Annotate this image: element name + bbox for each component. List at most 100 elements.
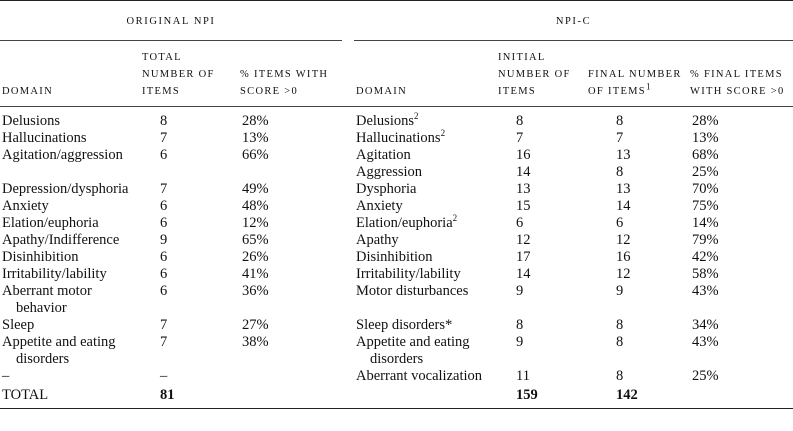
cell-text: 81 bbox=[160, 387, 175, 403]
cell-text: 9 bbox=[616, 283, 624, 299]
table: ORIGINAL NPI NPI-C DOMAIN TOTAL NUMBER OF… bbox=[0, 0, 793, 409]
table-cell: 43% bbox=[688, 334, 793, 368]
cell-text: 13 bbox=[616, 147, 631, 163]
cell-text: 12 bbox=[616, 232, 631, 248]
cell-text: 66% bbox=[242, 147, 269, 163]
cell-text: 6 bbox=[160, 215, 168, 231]
cell-content: Anxiety bbox=[2, 198, 136, 215]
table-cell: 8 bbox=[586, 107, 688, 131]
group-header: ORIGINAL NPI bbox=[0, 1, 354, 50]
table-cell: 8 bbox=[140, 107, 238, 131]
table-cell: 9 bbox=[496, 283, 586, 317]
column-header: % FINAL ITEMS WITH SCORE >0 bbox=[688, 49, 793, 107]
table-cell: 8 bbox=[586, 164, 688, 181]
table-cell: 70% bbox=[688, 181, 793, 198]
cell-text: Dysphoria bbox=[356, 181, 417, 197]
cell-text: INITIAL NUMBER OF ITEMS bbox=[498, 52, 571, 97]
table-cell: Hallucinations bbox=[0, 130, 140, 147]
table-cell: 28% bbox=[238, 107, 354, 131]
table-cell: 65% bbox=[238, 232, 354, 249]
cell-text: Aberrant vocalization bbox=[356, 368, 483, 384]
cell-text: 8 bbox=[616, 164, 624, 180]
table-head: ORIGINAL NPI NPI-C DOMAIN TOTAL NUMBER OF… bbox=[0, 1, 793, 107]
cell-text: Hallucinations bbox=[2, 130, 87, 146]
cell-text: 48% bbox=[242, 198, 269, 214]
table-cell: 48% bbox=[238, 198, 354, 215]
table-cell: 34% bbox=[688, 317, 793, 334]
table-cell: 42% bbox=[688, 249, 793, 266]
table-cell: 142 bbox=[586, 385, 688, 409]
cell-text: 79% bbox=[692, 232, 719, 248]
cell-text: – bbox=[160, 368, 168, 384]
cell-content: Depression/dysphoria bbox=[2, 181, 136, 198]
table-cell: 41% bbox=[238, 266, 354, 283]
table-row: Appetite and eating disorders 7 38% Appetit… bbox=[0, 334, 793, 368]
table-cell: 13% bbox=[688, 130, 793, 147]
table-cell: 66% bbox=[238, 147, 354, 164]
cell-text: 25% bbox=[692, 164, 719, 180]
cell-text: Delusions bbox=[2, 113, 60, 129]
table-cell: 6 bbox=[496, 215, 586, 232]
table-cell: 13 bbox=[496, 181, 586, 198]
cell-content: Aggression bbox=[356, 164, 492, 181]
cell-content: Disinhibition bbox=[2, 249, 136, 266]
table-row: Aggression 14 8 25% bbox=[0, 164, 793, 181]
cell-text: 8 bbox=[616, 368, 624, 384]
table-cell: 6 bbox=[140, 198, 238, 215]
cell-text: 13 bbox=[616, 181, 631, 197]
cell-text: 13 bbox=[516, 181, 531, 197]
cell-content: Disinhibition bbox=[356, 249, 492, 266]
cell-text: TOTAL bbox=[2, 387, 49, 403]
cell-text: 6 bbox=[160, 266, 168, 282]
cell-text: 38% bbox=[242, 334, 269, 350]
cell-text: Irritability/lability bbox=[356, 266, 461, 282]
table-cell: 8 bbox=[586, 317, 688, 334]
table-cell: 13 bbox=[586, 147, 688, 164]
cell-text: 14 bbox=[616, 198, 631, 214]
cell-text: 16 bbox=[616, 249, 631, 265]
cell-text: 12% bbox=[242, 215, 269, 231]
cell-content: Hallucinations bbox=[2, 130, 136, 147]
cell-text: 7 bbox=[516, 130, 524, 146]
table-cell bbox=[238, 368, 354, 385]
column-header: DOMAIN bbox=[354, 49, 496, 107]
table-cell: 8 bbox=[496, 107, 586, 131]
table-cell: 7 bbox=[496, 130, 586, 147]
table-cell: Dysphoria bbox=[354, 181, 496, 198]
table-cell: 9 bbox=[140, 232, 238, 249]
group-row: ORIGINAL NPI NPI-C bbox=[0, 1, 793, 50]
table-cell: Agitation bbox=[354, 147, 496, 164]
cell-content: Agitation/aggression bbox=[2, 147, 136, 164]
cell-text: 49% bbox=[242, 181, 269, 197]
table-row: Anxiety 6 48% Anxiety 15 14 75% bbox=[0, 198, 793, 215]
footnote-mark: 2 bbox=[414, 111, 419, 122]
table-cell: Irritability/lability bbox=[354, 266, 496, 283]
table-cell: Sleep bbox=[0, 317, 140, 334]
cell-text: 14 bbox=[516, 266, 531, 282]
table-cell: Appetite and eating disorders bbox=[354, 334, 496, 368]
cell-text: 28% bbox=[242, 113, 269, 129]
table-cell: 26% bbox=[238, 249, 354, 266]
table-cell: 159 bbox=[496, 385, 586, 409]
table-row: Elation/euphoria 6 12% Elation/euphoria2 6 6 1… bbox=[0, 214, 793, 232]
table-cell: 11 bbox=[496, 368, 586, 385]
cell-text: Motor disturbances bbox=[356, 283, 469, 299]
cell-text: DOMAIN bbox=[2, 86, 53, 97]
cell-content: TOTAL bbox=[2, 387, 136, 404]
footnote-mark: 1 bbox=[645, 81, 651, 92]
cell-text: Agitation/aggression bbox=[2, 147, 123, 163]
table-row: Depression/dysphoria 7 49% Dysphoria 13 13 70% bbox=[0, 181, 793, 198]
column-header: % ITEMS WITH SCORE >0 bbox=[238, 49, 354, 107]
table-cell: 12 bbox=[496, 232, 586, 249]
cell-text: 8 bbox=[516, 113, 524, 129]
table-row: Delusions 8 28% Delusions2 8 8 28% bbox=[0, 107, 793, 131]
cell-text: 43% bbox=[692, 334, 719, 350]
cell-content: Delusions bbox=[2, 113, 136, 130]
cell-text: Disinhibition bbox=[356, 249, 433, 265]
table-row: Agitation/aggression 6 66% Agitation 16 13 68% bbox=[0, 147, 793, 164]
table-cell: 7 bbox=[140, 181, 238, 198]
cell-text: 15 bbox=[516, 198, 531, 214]
table-cell: 8 bbox=[586, 368, 688, 385]
cell-text: Anxiety bbox=[2, 198, 49, 214]
table-cell: 16 bbox=[496, 147, 586, 164]
